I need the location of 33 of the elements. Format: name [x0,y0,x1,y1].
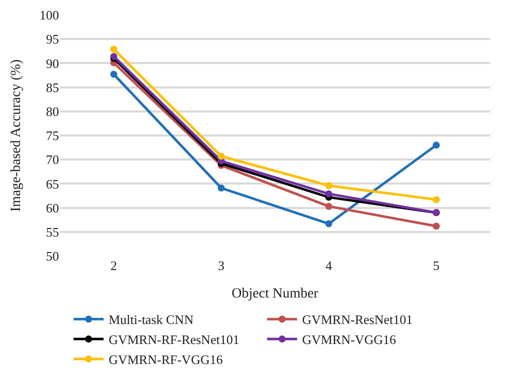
x-tick-label: 4 [326,258,332,273]
point [325,190,332,198]
legend-label: GVMRN-RF-ResNet101 [108,332,240,348]
legend-label: GVMRN-RF-VGG16 [108,352,224,368]
x-tick-label: 3 [218,258,224,273]
y-tick-label: 90 [46,56,59,71]
y-tick-label: 75 [46,128,59,144]
y-tick-label: 80 [46,104,59,119]
y-tick-label: 50 [46,248,59,264]
y-tick-label: 95 [46,32,59,47]
x-tick-label: 2 [110,258,117,273]
point [218,184,225,192]
point [325,202,332,210]
y-tick-label: 60 [46,200,59,216]
y-tick-label: 100 [40,8,59,23]
legend-label: GVMRN-VGG16 [302,332,396,348]
point [325,220,332,228]
point [110,70,118,78]
point [432,196,440,204]
y-tick-label: 55 [46,224,59,240]
point [432,222,440,230]
x-axis-title: Object Number [232,286,319,302]
legend-label: Multi-task CNN [108,312,194,328]
point [432,142,440,149]
point [218,152,225,160]
y-tick-label: 85 [46,80,59,95]
x-tick-label: 5 [433,258,440,273]
legend-label: GVMRN-ResNet101 [302,312,413,328]
y-tick-label: 65 [46,176,59,192]
point [325,182,332,190]
y-axis-title: Image-based Accuracy (%) [9,58,24,212]
y-tick-label: 70 [46,152,59,168]
point [110,46,118,53]
